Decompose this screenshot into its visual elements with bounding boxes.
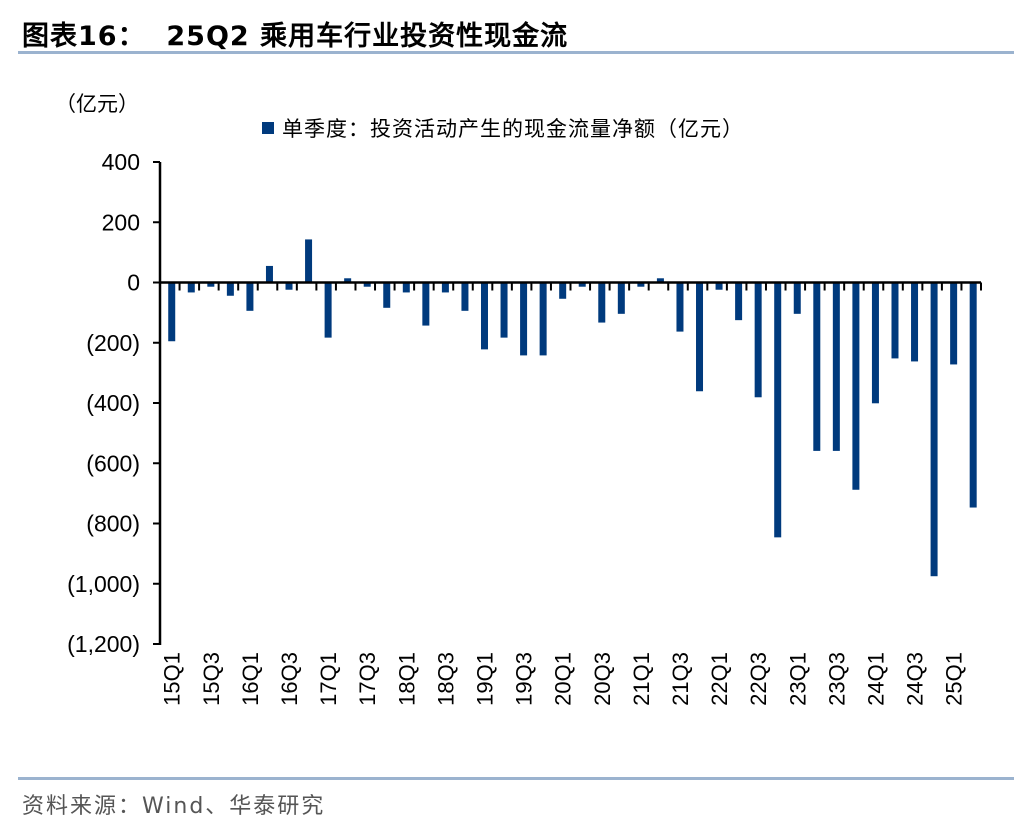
x-tick-label: 22Q3 [746,652,771,706]
x-tick-label: 20Q3 [590,652,615,706]
y-tick-label: (1,200) [67,631,140,657]
y-tick-label: 0 [127,270,140,296]
x-tick-label: 18Q3 [433,652,458,706]
legend: 单季度：投资活动产生的现金流量净额（亿元） [262,117,744,141]
y-tick-label: 400 [102,149,140,175]
bar-22Q4 [774,282,782,538]
figure-title: 图表16： 25Q2 乘用车行业投资性现金流 [22,21,569,52]
bar-24Q3 [911,282,919,362]
bar-24Q2 [891,282,899,359]
bar-19Q3 [520,282,528,356]
x-tick-label: 17Q3 [355,652,380,706]
bar-15Q1 [168,282,176,342]
x-tick-label: 19Q3 [512,652,537,706]
y-tick-label: 200 [102,209,140,235]
bar-15Q3 [207,282,215,287]
bar-25Q2 [969,282,977,508]
bar-18Q4 [461,282,469,311]
bar-22Q1 [715,282,723,290]
bar-20Q1 [559,282,567,299]
bar-24Q4 [930,282,938,577]
legend-label: 单季度：投资活动产生的现金流量净额（亿元） [282,117,744,141]
y-tick-label: (1,000) [67,571,140,597]
bar-15Q4 [226,282,234,296]
bar-25Q1 [950,282,958,365]
x-tick-label: 20Q1 [551,652,576,706]
bar-16Q2 [265,265,273,283]
x-tick-label: 21Q3 [668,652,693,706]
top-rule [18,51,1014,54]
x-tick-label: 24Q1 [863,652,888,706]
x-tick-label: 19Q1 [472,652,497,706]
bar-24Q1 [871,282,879,404]
bar-20Q2 [578,282,586,287]
x-tick-label: 15Q1 [160,652,185,706]
x-tick-label: 15Q3 [199,652,224,706]
x-tick-label: 22Q1 [707,652,732,706]
x-tick-label: 23Q3 [824,652,849,706]
bar-16Q3 [285,282,293,290]
x-tick-label: 17Q1 [316,652,341,706]
bar-23Q3 [832,282,840,451]
bar-23Q4 [852,282,860,490]
bar-18Q2 [422,282,430,326]
x-tick-label: 21Q1 [629,652,654,706]
bottom-rule [18,777,1014,780]
bar-19Q2 [500,282,508,338]
source-note: 资料来源：Wind、华泰研究 [22,794,326,819]
bar-17Q1 [324,282,332,338]
bar-17Q4 [383,282,391,308]
bar-19Q1 [480,282,488,350]
bar-19Q4 [539,282,547,356]
legend-swatch [262,122,274,134]
y-tick-label: (800) [86,511,140,537]
x-tick-label: 24Q3 [903,652,928,706]
bar-22Q3 [754,282,762,398]
bar-22Q2 [735,282,743,321]
x-tick-label: 23Q1 [785,652,810,706]
y-axis-unit-label: （亿元） [55,92,139,116]
bar-17Q2 [344,278,352,283]
bar-16Q1 [246,282,254,311]
bar-23Q1 [793,282,801,314]
y-tick-label: (200) [86,330,140,356]
bar-20Q4 [617,282,625,314]
bar-21Q2 [656,278,664,283]
bar-23Q2 [813,282,821,451]
bar-20Q3 [598,282,606,323]
y-tick-label: (600) [86,450,140,476]
y-tick-label: (400) [86,390,140,416]
x-tick-label: 16Q1 [238,652,263,706]
bar-16Q4 [305,239,313,283]
bar-21Q1 [637,282,645,287]
bar-18Q1 [402,282,410,293]
bar-21Q3 [676,282,684,332]
bar-17Q3 [363,282,371,287]
bar-15Q2 [187,282,195,293]
x-tick-label: 18Q1 [394,652,419,706]
bar-18Q3 [441,282,449,293]
bar-21Q4 [696,282,704,392]
x-tick-label: 25Q1 [942,652,967,706]
x-tick-label: 16Q3 [277,652,302,706]
